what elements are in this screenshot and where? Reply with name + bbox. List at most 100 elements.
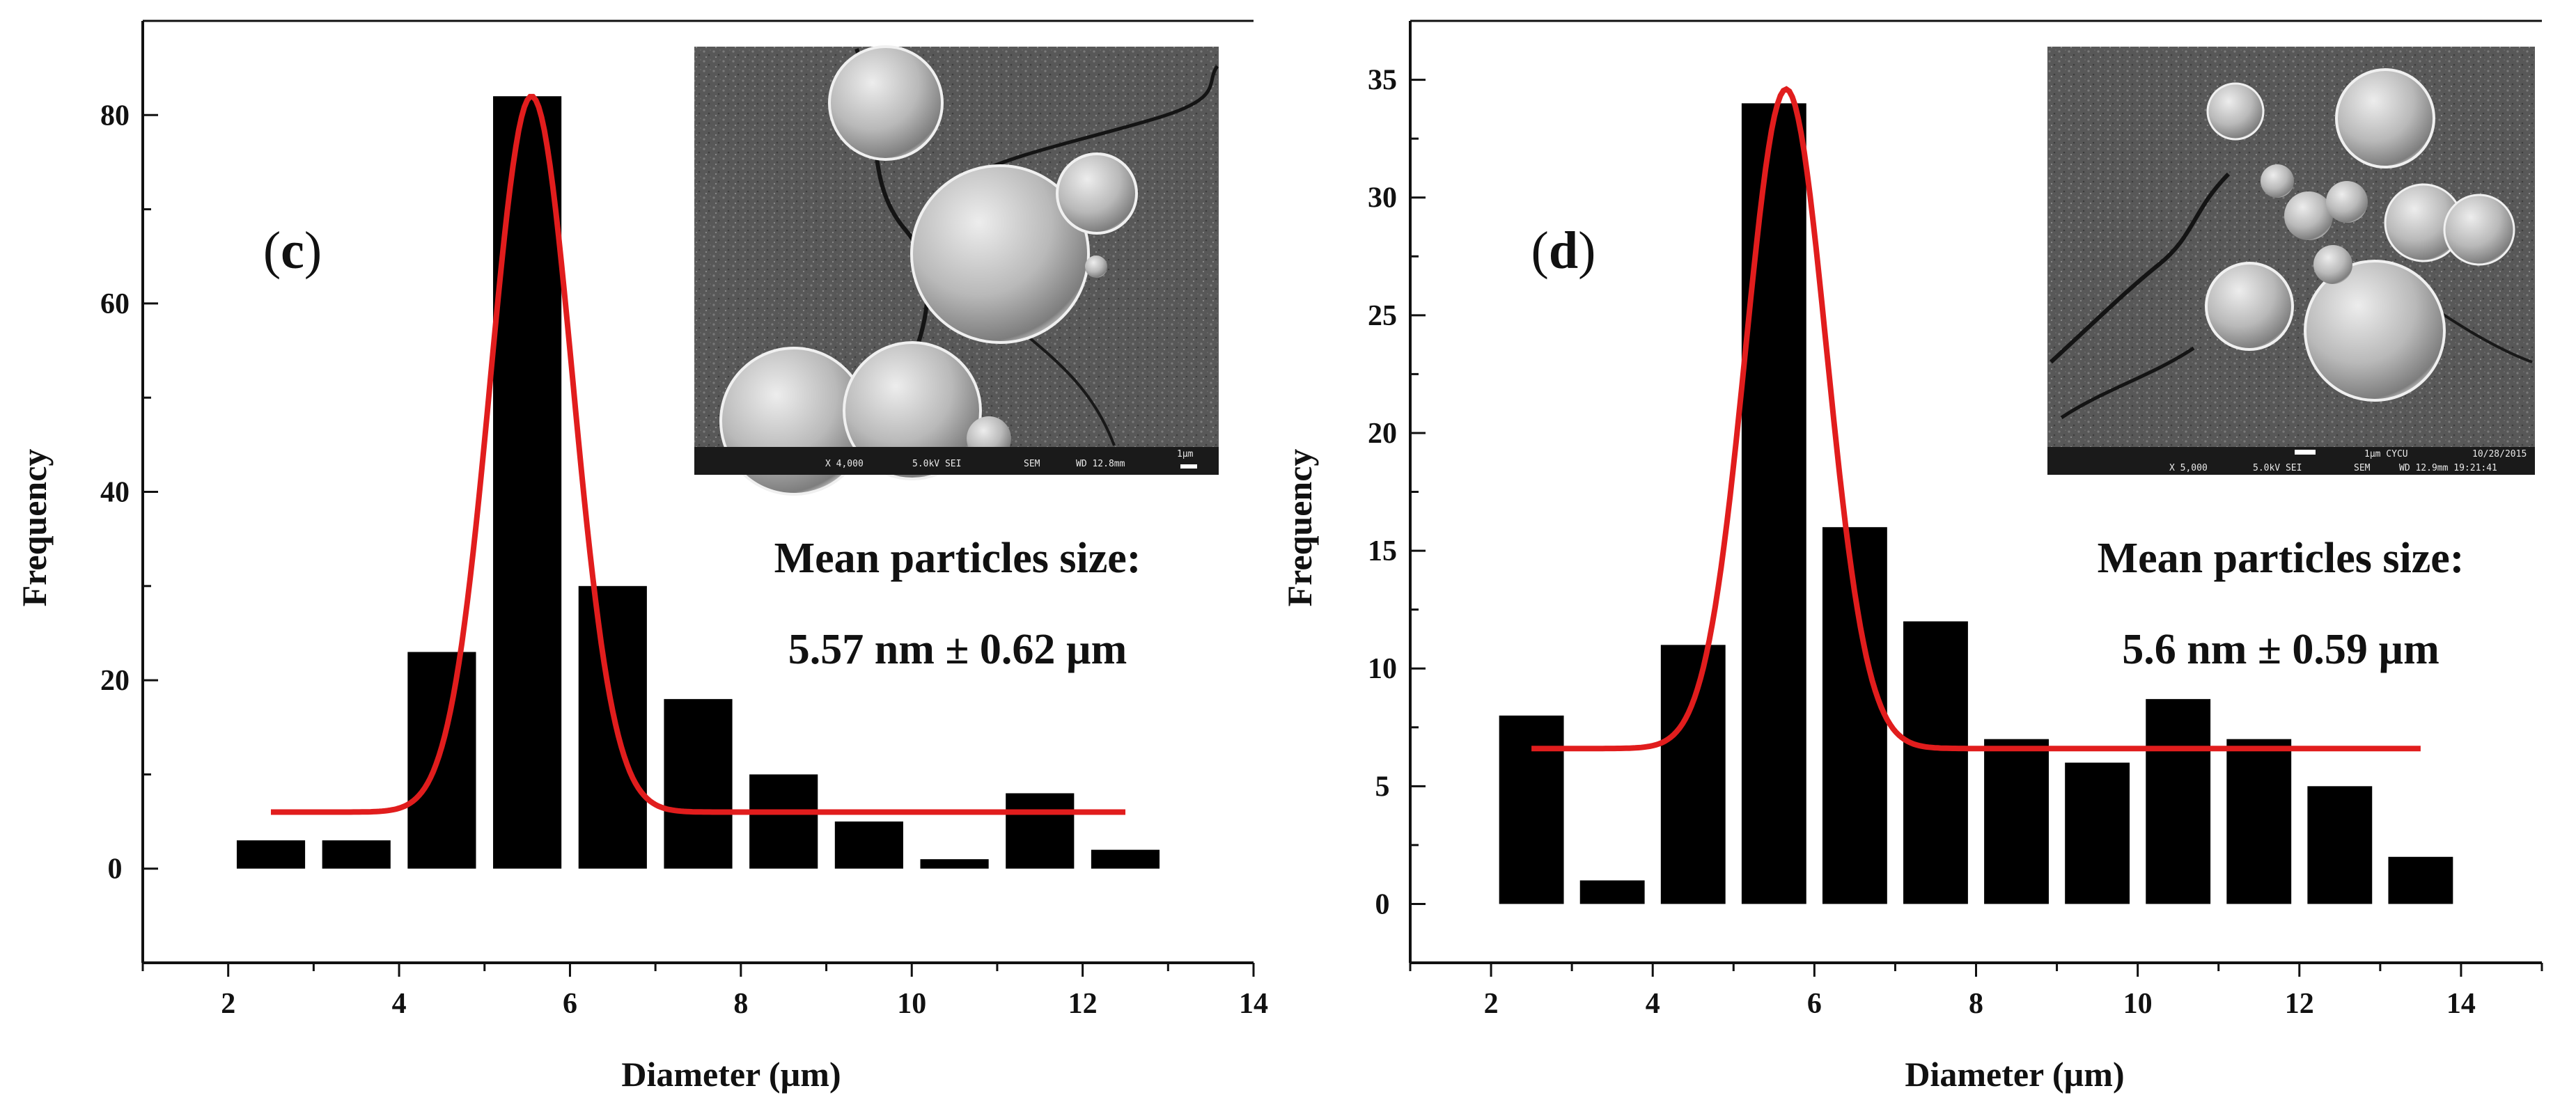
y-tick-label-d-15: 15 xyxy=(1368,535,1397,567)
sem-particle-d6 xyxy=(2284,191,2333,240)
sem-particle-d9 xyxy=(2313,245,2352,284)
x-axis-label-d: Diameter (µm) xyxy=(1905,1055,2124,1094)
bar-c-1 xyxy=(236,840,306,869)
bar-d-3 xyxy=(1660,645,1726,904)
bar-d-9 xyxy=(2146,699,2211,904)
gaussian-fit-curve-c xyxy=(271,93,1125,815)
mean-size-title-c: Mean particles size: xyxy=(774,535,1141,582)
panel-letter-d: d xyxy=(1549,221,1578,280)
y-tick-label-d-0: 0 xyxy=(1375,888,1390,920)
panel-label-d: (d) xyxy=(1531,221,1596,280)
bar-c-5 xyxy=(578,585,647,869)
bar-d-6 xyxy=(1903,621,1968,904)
x-tick-label-d-14: 14 xyxy=(2446,988,2476,1020)
y-tick-label-d-10: 10 xyxy=(1368,653,1397,685)
gaussian-fit-curve-d xyxy=(1531,86,2421,752)
sem-wd-d: WD 12.9mm 19:21:41 xyxy=(2399,463,2497,473)
sem-databar-c xyxy=(694,447,1219,475)
y-tick-label-d-20: 20 xyxy=(1368,418,1397,450)
sem-inset-c: X 4,000 5.0kV SEI SEM WD 12.8mm 1µm xyxy=(694,45,1219,496)
sem-particle-d4 xyxy=(2206,82,2265,141)
y-axis-label-d: Frequency xyxy=(1280,449,1319,607)
x-tick-label-c-6: 6 xyxy=(563,988,577,1020)
bar-d-1 xyxy=(1499,715,1564,904)
bar-d-8 xyxy=(2065,762,2130,904)
sem-particle-d7 xyxy=(2326,181,2368,223)
x-tick-label-d-8: 8 xyxy=(1969,988,1983,1020)
y-tick-label-d-35: 35 xyxy=(1368,65,1397,97)
bar-d-2 xyxy=(1579,880,1645,904)
mean-size-title-d: Mean particles size: xyxy=(2098,535,2465,582)
y-tick-label-c-0: 0 xyxy=(108,854,123,886)
sem-crack-d1 xyxy=(2049,172,2231,364)
x-tick-label-d-12: 12 xyxy=(2285,988,2314,1020)
sem-mode-d: SEM xyxy=(2354,463,2371,473)
y-axis-label-c: Frequency xyxy=(15,449,54,607)
sem-particle-c3 xyxy=(1056,152,1138,235)
sem-mode-c: SEM xyxy=(1024,459,1040,469)
sem-scale-c: 1µm xyxy=(1177,449,1194,459)
y-ticks-d: 0 5 10 15 20 25 30 35 xyxy=(1368,19,1426,964)
bar-d-11 xyxy=(2307,786,2373,904)
bar-c-2 xyxy=(322,840,391,869)
x-tick-label-d-2: 2 xyxy=(1484,988,1499,1020)
bar-c-8 xyxy=(834,821,903,869)
bar-c-3 xyxy=(407,652,476,869)
sem-particle-d10 xyxy=(2443,194,2515,266)
y-tick-label-d-5: 5 xyxy=(1375,771,1390,803)
sem-particle-c1 xyxy=(828,45,944,161)
x-tick-label-d-4: 4 xyxy=(1646,988,1660,1020)
x-tick-label-c-8: 8 xyxy=(733,988,748,1020)
x-tick-label-d-10: 10 xyxy=(2123,988,2153,1020)
x-tick-label-c-2: 2 xyxy=(221,988,235,1020)
sem-kv-d: 5.0kV SEI xyxy=(2253,463,2302,473)
sem-particle-d2 xyxy=(2335,68,2435,168)
bar-c-10 xyxy=(1006,793,1075,869)
x-ticks-d: 2 4 6 8 10 12 14 xyxy=(1409,963,2543,1020)
sem-wd-c: WD 12.8mm xyxy=(1076,459,1125,469)
panel-label-c: (c) xyxy=(263,221,322,280)
chart-panel-c: 0 20 40 60 80 2 4 6 8 10 12 14 Diameter (µm) Frequ… xyxy=(15,19,1268,1094)
sem-date-d: 10/28/2015 xyxy=(2472,449,2527,459)
x-tick-label-c-10: 10 xyxy=(897,988,926,1020)
x-axis-label-c: Diameter (µm) xyxy=(621,1055,841,1094)
x-tick-label-c-14: 14 xyxy=(1239,988,1268,1020)
sem-crack-d2 xyxy=(2060,346,2195,420)
x-tick-label-c-4: 4 xyxy=(392,988,407,1020)
bar-c-9 xyxy=(920,859,989,869)
sem-inset-d: 1µm CYCU 10/28/2015 X 5,000 5.0kV SEI SE… xyxy=(2047,47,2535,475)
sem-scalebar-c xyxy=(1180,464,1197,469)
bar-c-7 xyxy=(749,774,818,869)
y-tick-label-c-80: 80 xyxy=(100,100,130,132)
sem-mag-d: X 5,000 xyxy=(2169,463,2208,473)
y-tick-label-d-25: 25 xyxy=(1368,300,1397,332)
sem-crack-c3 xyxy=(1015,326,1116,446)
bar-d-12 xyxy=(2388,856,2453,904)
mean-size-value-d: 5.6 nm ± 0.59 µm xyxy=(2122,626,2440,673)
bar-c-6 xyxy=(664,699,733,869)
sem-particle-d8 xyxy=(2261,164,2294,198)
panel-letter-c: c xyxy=(281,221,304,280)
sem-particle-c2 xyxy=(910,164,1090,344)
bar-d-7 xyxy=(1984,739,2049,904)
x-ticks-c: 2 4 6 8 10 12 14 xyxy=(141,963,1268,1020)
x-tick-label-d-6: 6 xyxy=(1807,988,1822,1020)
sem-scalebar-d xyxy=(2295,450,2316,455)
sem-particle-d3 xyxy=(2205,262,2294,351)
bar-series-c xyxy=(236,96,1160,869)
sem-particle-c4 xyxy=(1085,255,1107,278)
sem-particle-d1 xyxy=(2304,260,2446,402)
bar-c-11 xyxy=(1091,849,1160,869)
y-tick-label-d-30: 30 xyxy=(1368,182,1397,214)
y-tick-label-c-20: 20 xyxy=(100,665,130,697)
y-ticks-c: 0 20 40 60 80 xyxy=(100,19,158,964)
y-tick-label-c-60: 60 xyxy=(100,288,130,320)
sem-scale-d: 1µm CYCU xyxy=(2364,449,2408,459)
bar-c-4 xyxy=(493,96,562,869)
bar-d-4 xyxy=(1741,103,1806,904)
sem-kv-c: 5.0kV SEI xyxy=(912,459,961,469)
x-tick-label-c-12: 12 xyxy=(1068,988,1098,1020)
sem-crack-c2 xyxy=(974,65,1219,176)
